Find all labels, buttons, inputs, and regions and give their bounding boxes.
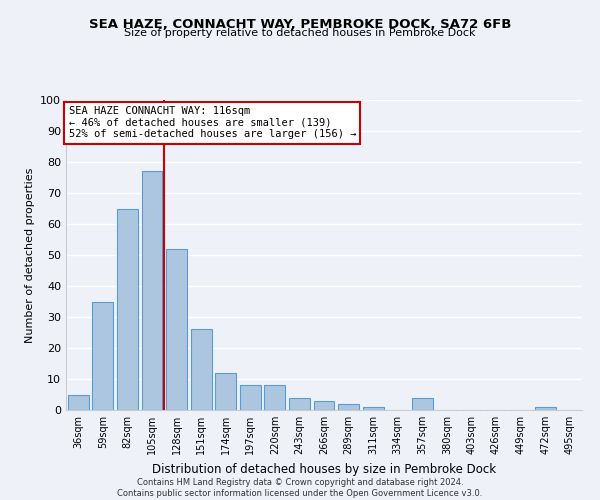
Bar: [289, 398, 310, 410]
Text: SEA HAZE CONNACHT WAY: 116sqm
← 46% of detached houses are smaller (139)
52% of : SEA HAZE CONNACHT WAY: 116sqm ← 46% of d…: [68, 106, 356, 140]
Bar: [142, 172, 163, 410]
Bar: [117, 208, 138, 410]
X-axis label: Distribution of detached houses by size in Pembroke Dock: Distribution of detached houses by size …: [152, 462, 496, 475]
Bar: [92, 302, 113, 410]
Bar: [265, 385, 286, 410]
Bar: [535, 407, 556, 410]
Bar: [215, 373, 236, 410]
Text: Contains HM Land Registry data © Crown copyright and database right 2024.
Contai: Contains HM Land Registry data © Crown c…: [118, 478, 482, 498]
Bar: [338, 404, 359, 410]
Bar: [68, 394, 89, 410]
Bar: [314, 400, 334, 410]
Text: Size of property relative to detached houses in Pembroke Dock: Size of property relative to detached ho…: [124, 28, 476, 38]
Bar: [166, 249, 187, 410]
Bar: [240, 385, 261, 410]
Y-axis label: Number of detached properties: Number of detached properties: [25, 168, 35, 342]
Bar: [362, 407, 383, 410]
Text: SEA HAZE, CONNACHT WAY, PEMBROKE DOCK, SA72 6FB: SEA HAZE, CONNACHT WAY, PEMBROKE DOCK, S…: [89, 18, 511, 30]
Bar: [412, 398, 433, 410]
Bar: [191, 330, 212, 410]
